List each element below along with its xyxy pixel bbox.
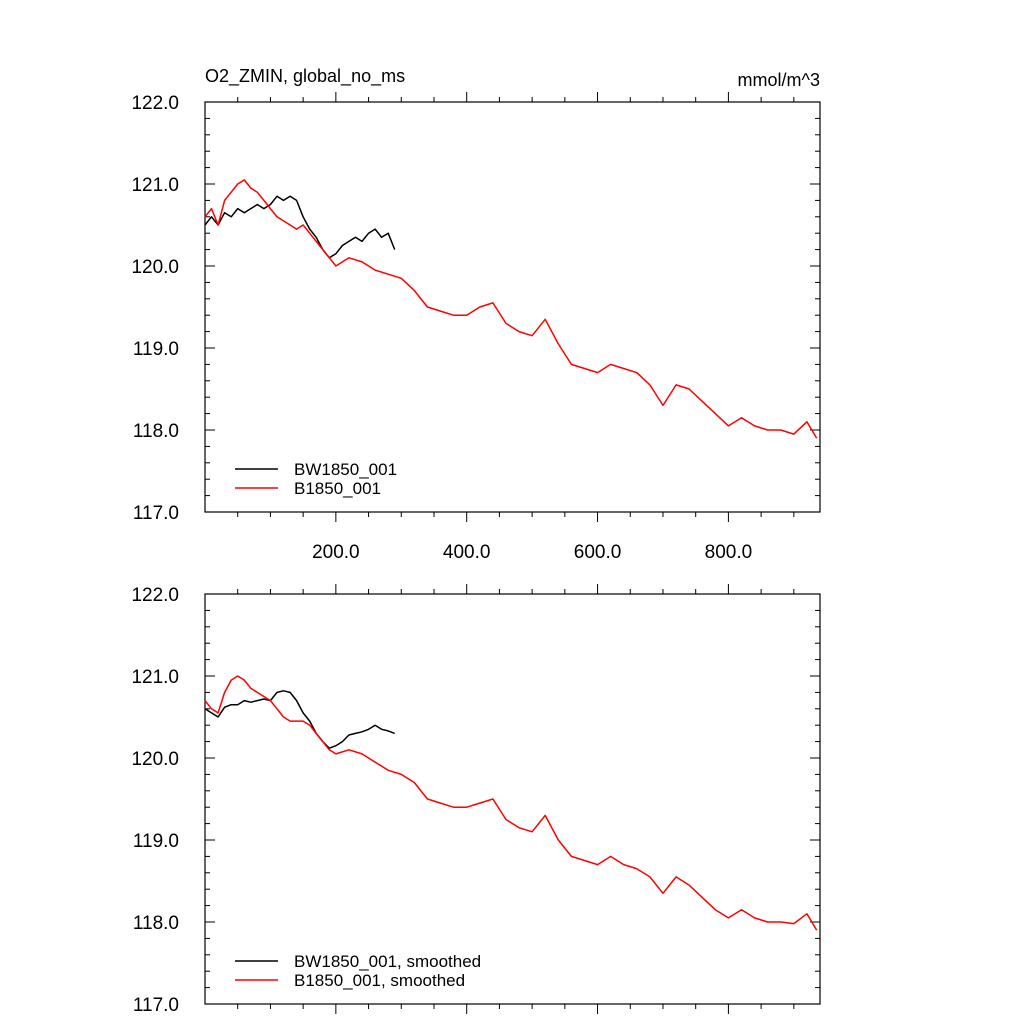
y-tick-label: 122.0 (131, 93, 179, 114)
x-tick-label: 600.0 (574, 542, 622, 563)
series-line-b1850-001 (204, 179, 818, 439)
unit-label: mmol/m^3 (738, 70, 820, 90)
y-tick-label: 120.0 (131, 749, 179, 770)
y-tick-label: 119.0 (133, 831, 179, 852)
legend-label: B1850_001, smoothed (294, 971, 465, 990)
x-tick-label: 200.0 (312, 542, 360, 563)
series-line-bw1850-001-smoothed (204, 690, 395, 749)
y-tick-label: 118.0 (133, 421, 179, 442)
title-left: O2_ZMIN, global_no_ms (205, 66, 405, 87)
plot-frame (204, 593, 821, 1005)
legend-label: BW1850_001 (294, 460, 397, 479)
bottom-panel: 117.0 118.0 119.0 120.0 121.0 122.0 BW1850_001… (131, 584, 821, 1016)
y-tick-label: 119.0 (133, 339, 179, 360)
y-tick-label: 121.0 (131, 175, 179, 196)
x-tick-label: 400.0 (443, 542, 491, 563)
y-tick-label: 117.0 (133, 995, 179, 1016)
y-tick-label: 120.0 (131, 257, 179, 278)
y-tick-label: 117.0 (133, 503, 179, 524)
series-line-b1850-001-smoothed (204, 675, 818, 931)
x-tick-label: 800.0 (705, 542, 753, 563)
y-tick-label: 121.0 (131, 667, 179, 688)
y-tick-label: 118.0 (133, 913, 179, 934)
top-panel: 117.0 118.0 119.0 120.0 121.0 122.0 200.0 400.0… (131, 92, 821, 563)
legend-label: B1850_001 (294, 479, 381, 498)
plot-frame (204, 101, 821, 513)
series-line-bw1850-001 (204, 195, 396, 259)
y-tick-label: 122.0 (131, 585, 179, 606)
legend-label: BW1850_001, smoothed (294, 952, 481, 971)
